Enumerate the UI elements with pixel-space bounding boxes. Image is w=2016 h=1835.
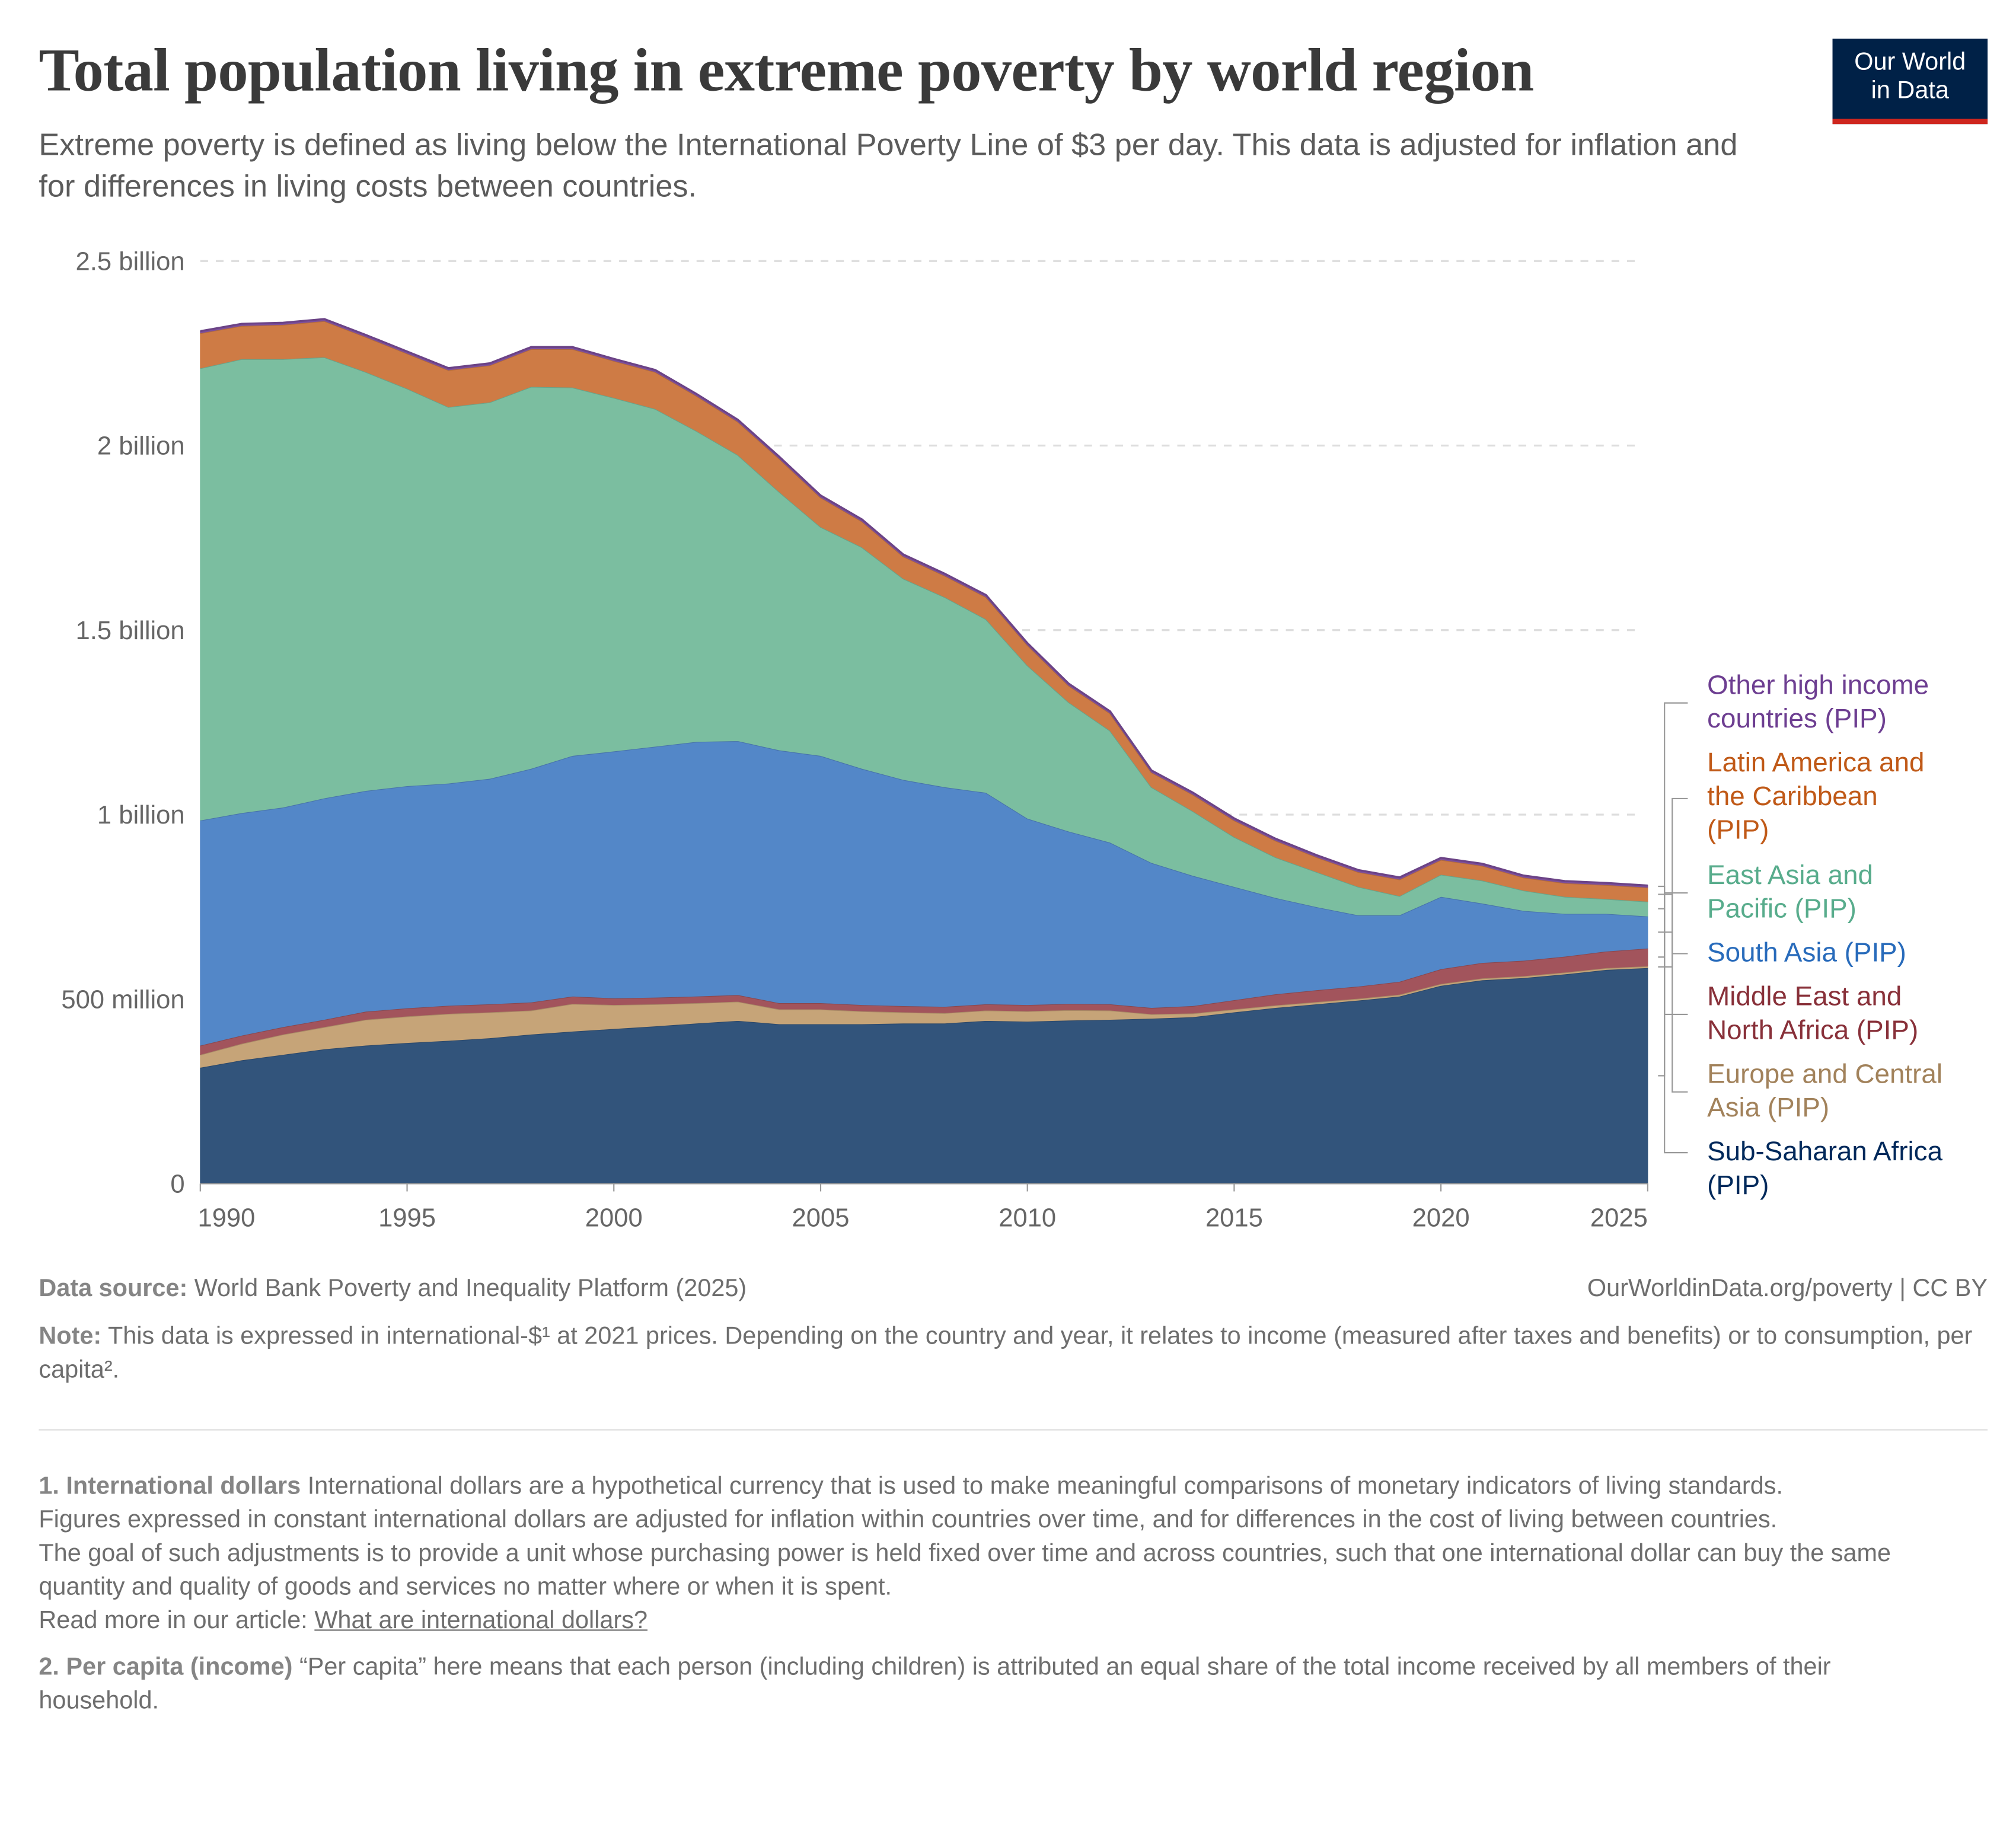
x-tick-label: 2015 [1205,1204,1263,1232]
x-tick-label: 1990 [197,1204,255,1232]
chart-title: Total population living in extreme pover… [39,37,1534,105]
legend-south-asia[interactable]: South Asia (PIP) [1707,938,1906,968]
x-tick-label: 2005 [792,1204,850,1232]
source-url[interactable]: OurWorldinData.org/poverty | CC BY [1587,1275,1988,1303]
legend-other-high-income[interactable]: Other high income countries (PIP) [1707,671,1929,734]
y-tick-label: 2.5 billion [76,248,185,276]
y-tick-label: 500 million [61,985,184,1014]
chart-subtitle: Extreme poverty is defined as living bel… [39,127,1738,205]
owid-logo[interactable]: Our World in Data [1832,39,1988,125]
x-tick-label: 1995 [378,1204,436,1232]
note: Note: This data is expressed in internat… [39,1323,1973,1384]
x-tick-label: 2000 [585,1204,643,1232]
logo-line-2: in Data [1871,77,1949,105]
stacked-area-chart: 0 500 million 1 billion 1.5 billion 2 billio… [61,248,1688,1232]
logo-line-1: Our World [1854,49,1966,76]
y-tick-label: 0 [170,1170,184,1199]
legend-connector [1658,797,1688,968]
footnote-2: 2. Per capita (income) “Per capita” here… [39,1654,1831,1715]
x-tick-label: 2020 [1412,1204,1470,1232]
series-line [200,318,1648,887]
legend-middle-east-north-africa[interactable]: Middle East and North Africa (PIP) [1707,982,1919,1046]
legend-connector [1658,702,1688,1077]
y-tick-label: 1 billion [97,801,185,829]
divider [39,1429,1988,1431]
legend-east-asia-pacific[interactable]: East Asia and Pacific (PIP) [1707,860,1874,924]
data-source: Data source: World Bank Poverty and Ineq… [39,1275,747,1303]
legend-latin-america[interactable]: Latin America and the Caribbean (PIP) [1707,748,1925,845]
footnote-1: 1. International dollars International d… [39,1473,1783,1501]
y-tick-label: 1.5 billion [76,617,185,645]
footnotes: 1. International dollars International d… [39,1470,1938,1718]
x-tick-label: 2025 [1590,1204,1648,1232]
x-tick-label: 2010 [999,1204,1056,1232]
y-tick-label: 2 billion [97,432,185,461]
legend-sub-saharan-africa[interactable]: Sub-Saharan Africa (PIP) [1707,1137,1943,1201]
legend-europe-central-asia[interactable]: Europe and Central Asia (PIP) [1707,1059,1943,1123]
international-dollars-link[interactable]: What are international dollars? [314,1607,647,1635]
